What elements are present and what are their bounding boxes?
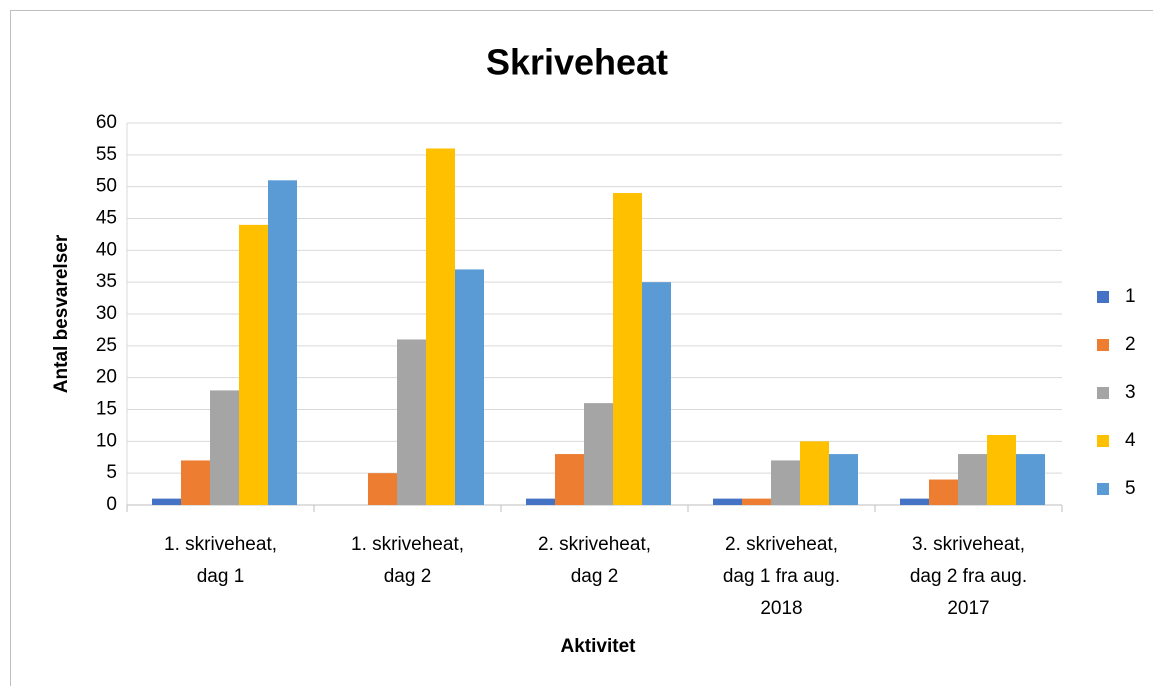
y-tick-label: 50 [96, 176, 117, 197]
y-tick-label: 5 [106, 462, 117, 483]
bar [713, 498, 742, 505]
x-tick-label: 1. skriveheat, dag 1 [164, 534, 277, 587]
legend-label: 2 [1125, 334, 1136, 355]
y-tick-label: 25 [96, 335, 117, 356]
bar [268, 180, 297, 506]
bar [613, 193, 642, 506]
bar [210, 390, 239, 505]
y-tick-label: 55 [96, 144, 117, 165]
bar [426, 148, 455, 505]
bar [526, 498, 555, 505]
bar [771, 460, 800, 505]
x-tick-label: 2. skriveheat, dag 2 [538, 534, 651, 587]
bar [1016, 454, 1045, 505]
bar [829, 454, 858, 505]
y-tick-label: 60 [96, 112, 117, 133]
y-tick-label: 30 [96, 303, 117, 324]
y-tick-label: 40 [96, 239, 117, 260]
bar [555, 454, 584, 505]
bar [584, 403, 613, 505]
bar [181, 460, 210, 505]
legend-label: 3 [1125, 382, 1136, 403]
legend-swatch [1097, 291, 1109, 303]
bar [368, 473, 397, 505]
y-tick-label: 15 [96, 399, 117, 420]
legend-swatch [1097, 339, 1109, 351]
bar [455, 269, 484, 505]
bar [900, 498, 929, 505]
legend-label: 4 [1125, 430, 1136, 451]
bar [800, 441, 829, 505]
legend-label: 1 [1125, 286, 1136, 307]
legend-swatch [1097, 483, 1109, 495]
y-tick-label: 0 [106, 494, 117, 515]
x-tick-label: 1. skriveheat, dag 2 [351, 534, 464, 587]
y-tick-label: 10 [96, 430, 117, 451]
bar [987, 434, 1016, 505]
bar [152, 498, 181, 505]
chart-title: Skriveheat [486, 42, 668, 83]
bar [239, 224, 268, 505]
y-tick-label: 35 [96, 271, 117, 292]
y-axis-label: Antal besvarelser [51, 234, 72, 393]
legend-label: 5 [1125, 478, 1136, 499]
bar [929, 479, 958, 505]
bar [958, 454, 987, 505]
x-tick-label: 2. skriveheat, dag 1 fra aug. 2018 [722, 534, 841, 619]
y-tick-label: 45 [96, 208, 117, 229]
x-axis-label: Aktivitet [561, 636, 637, 657]
legend-swatch [1097, 435, 1109, 447]
legend-swatch [1097, 387, 1109, 399]
bar [742, 498, 771, 505]
bar [397, 339, 426, 505]
x-tick-label: 3. skriveheat, dag 2 fra aug. 2017 [909, 534, 1028, 619]
y-tick-label: 20 [96, 367, 117, 388]
bar [642, 282, 671, 505]
